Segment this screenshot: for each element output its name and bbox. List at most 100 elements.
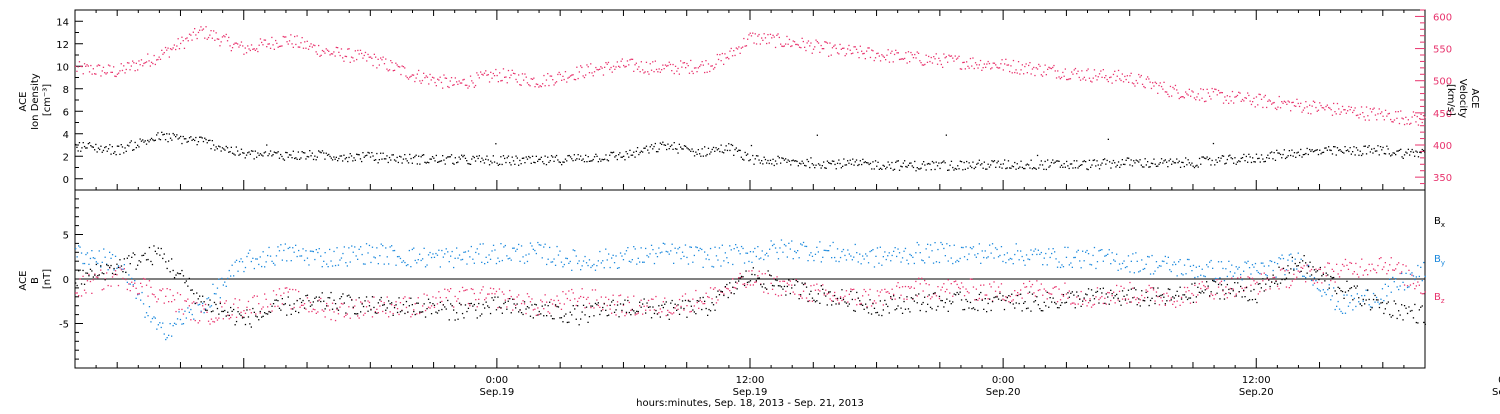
- data-point: [633, 310, 634, 311]
- data-point: [989, 299, 990, 300]
- data-point: [385, 158, 386, 159]
- data-point: [1082, 78, 1083, 79]
- data-point: [251, 261, 252, 262]
- data-point: [1177, 291, 1178, 292]
- data-point: [1103, 69, 1104, 70]
- data-point: [1113, 74, 1114, 75]
- data-point: [1122, 290, 1123, 291]
- data-point: [95, 74, 96, 75]
- data-point: [734, 149, 735, 150]
- data-point: [1194, 97, 1195, 98]
- data-point: [752, 155, 753, 156]
- data-point: [1014, 162, 1015, 163]
- data-point: [965, 246, 966, 247]
- data-point: [310, 251, 311, 252]
- data-point: [1344, 146, 1345, 147]
- data-point: [1015, 169, 1016, 170]
- data-point: [1265, 289, 1266, 290]
- data-point: [966, 61, 967, 62]
- data-point: [471, 288, 472, 289]
- data-point: [1242, 296, 1243, 297]
- data-point: [1008, 64, 1009, 65]
- data-point: [345, 262, 346, 263]
- data-point: [147, 259, 148, 260]
- data-point: [536, 315, 537, 316]
- data-point: [484, 307, 485, 308]
- data-point: [1032, 68, 1033, 69]
- data-point: [1106, 304, 1107, 305]
- data-point: [145, 140, 146, 141]
- data-point: [340, 55, 341, 56]
- data-point: [949, 301, 950, 302]
- data-point: [912, 54, 913, 55]
- data-point: [485, 159, 486, 160]
- data-point: [412, 163, 413, 164]
- data-point: [549, 313, 550, 314]
- data-point: [808, 40, 809, 41]
- data-point: [1047, 159, 1048, 160]
- data-point: [519, 84, 520, 85]
- data-point: [725, 252, 726, 253]
- data-point: [174, 323, 175, 324]
- data-point: [311, 304, 312, 305]
- data-point: [425, 310, 426, 311]
- data-point: [552, 318, 553, 319]
- data-point: [1139, 76, 1140, 77]
- data-point: [431, 257, 432, 258]
- data-point: [441, 250, 442, 251]
- data-point: [126, 69, 127, 70]
- data-point: [92, 74, 93, 75]
- data-point: [1091, 81, 1092, 82]
- data-point: [704, 301, 705, 302]
- data-point: [683, 148, 684, 149]
- data-point: [1010, 168, 1011, 169]
- data-point: [833, 161, 834, 162]
- data-point: [936, 309, 937, 310]
- data-point: [632, 155, 633, 156]
- data-point: [188, 40, 189, 41]
- data-point: [252, 308, 253, 309]
- data-point: [99, 149, 100, 150]
- data-point: [1042, 264, 1043, 265]
- data-point: [177, 318, 178, 319]
- data-point: [525, 313, 526, 314]
- data-point: [965, 68, 966, 69]
- data-point: [1115, 80, 1116, 81]
- data-point: [837, 299, 838, 300]
- data-point: [322, 50, 323, 51]
- data-point: [1101, 292, 1102, 293]
- data-point: [126, 151, 127, 152]
- data-point: [599, 158, 600, 159]
- data-point: [932, 161, 933, 162]
- data-point: [995, 247, 996, 248]
- data-point: [884, 251, 885, 252]
- data-point: [1135, 289, 1136, 290]
- data-point: [375, 57, 376, 58]
- data-point: [174, 299, 175, 300]
- data-point: [742, 276, 743, 277]
- data-point: [1123, 288, 1124, 289]
- data-point: [428, 299, 429, 300]
- data-point: [745, 152, 746, 153]
- data-point: [587, 322, 588, 323]
- data-point: [527, 82, 528, 83]
- data-point: [1246, 156, 1247, 157]
- data-point: [588, 156, 589, 157]
- data-point: [1043, 169, 1044, 170]
- data-point: [263, 306, 264, 307]
- data-point: [1208, 287, 1209, 288]
- data-point: [1357, 274, 1358, 275]
- data-point: [450, 156, 451, 157]
- data-point: [298, 291, 299, 292]
- data-point: [1358, 301, 1359, 302]
- data-point: [169, 133, 170, 134]
- data-point: [1160, 295, 1161, 296]
- data-point: [958, 287, 959, 288]
- data-point: [534, 304, 535, 305]
- data-point: [1132, 297, 1133, 298]
- data-point: [589, 259, 590, 260]
- data-point: [533, 309, 534, 310]
- data-point: [658, 247, 659, 248]
- data-point: [1290, 285, 1291, 286]
- data-point: [270, 150, 271, 151]
